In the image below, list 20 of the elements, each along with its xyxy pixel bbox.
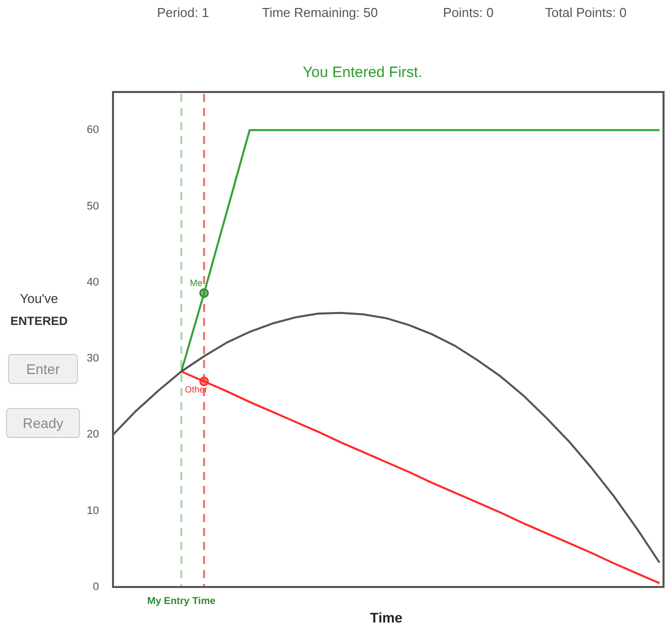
- y-tick-label: 30: [86, 352, 99, 365]
- y-tick-label: 20: [86, 428, 99, 441]
- y-tick-label: 0: [92, 581, 99, 594]
- text: Enter: [8, 354, 78, 384]
- chart-title: You Entered First.: [302, 64, 422, 82]
- text: Points: 0: [443, 5, 494, 20]
- y-tick-label: 50: [86, 200, 99, 212]
- text: My Entry Time: [147, 596, 216, 607]
- text: Period: 1: [157, 5, 210, 20]
- text: Total Points: 0: [545, 5, 627, 20]
- series-label: Other: [184, 384, 208, 394]
- x-axis-title: Time: [370, 609, 403, 626]
- series-label: Me: [190, 278, 202, 288]
- text: Ready: [6, 408, 80, 438]
- y-tick-label: 10: [86, 504, 99, 517]
- text: ENTERED: [9, 314, 69, 328]
- text: Time Remaining: 50: [262, 5, 378, 20]
- y-tick-label: 60: [86, 124, 99, 136]
- text: You've: [18, 291, 60, 306]
- y-tick-label: 40: [86, 276, 99, 288]
